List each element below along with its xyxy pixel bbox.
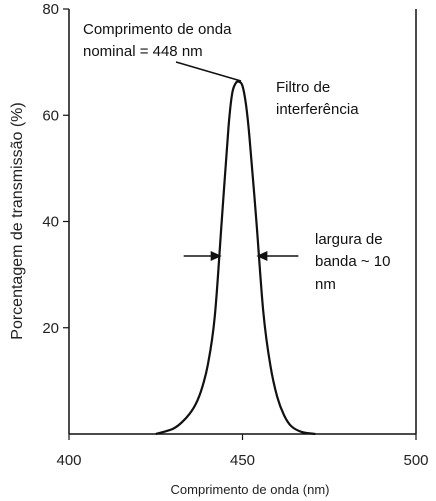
y-tick-label: 80	[42, 1, 59, 18]
bandwidth-arrowhead-right	[256, 251, 268, 261]
x-tick-label: 450	[230, 452, 255, 469]
bandwidth-annotation-line1: largura de	[315, 231, 383, 248]
axis-ticks: 400 450 500 20 40 60 80	[42, 1, 428, 469]
filter-annotation-line2: interferência	[276, 101, 359, 118]
y-tick-label: 20	[42, 320, 59, 337]
transmission-curve	[155, 80, 316, 436]
y-axis-title: Porcentagem de transmissão (%)	[9, 102, 26, 339]
annotations-group: Comprimento de onda nominal = 448 nm Fil…	[83, 21, 391, 293]
x-axis-title: Comprimento de onda (nm)	[171, 482, 330, 497]
peak-annotation-line2: nominal = 448 nm	[83, 43, 203, 60]
x-tick-label: 400	[56, 452, 81, 469]
plot-frame	[68, 9, 417, 435]
bandwidth-arrows	[183, 251, 299, 261]
peak-annotation-line1: Comprimento de onda	[83, 21, 232, 38]
series-group	[155, 80, 316, 436]
y-tick-label: 60	[42, 107, 59, 124]
x-tick-label: 500	[403, 452, 428, 469]
peak-annotation-leader	[175, 61, 242, 82]
bandwidth-arrowhead-left	[210, 251, 222, 261]
bandwidth-annotation-line2: banda ~ 10	[315, 253, 391, 270]
plot-area	[69, 9, 416, 434]
y-tick-label: 40	[42, 214, 59, 231]
filter-annotation-line1: Filtro de	[276, 79, 330, 96]
bandwidth-annotation-line3: nm	[315, 276, 336, 293]
